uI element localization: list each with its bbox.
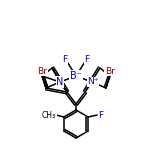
Text: Br: Br xyxy=(105,67,115,76)
Text: N⁺: N⁺ xyxy=(87,78,99,86)
Text: N: N xyxy=(56,77,64,87)
Text: CH₃: CH₃ xyxy=(42,111,56,119)
Text: F: F xyxy=(62,55,67,64)
Text: F: F xyxy=(98,111,104,119)
Text: B⁻: B⁻ xyxy=(70,71,82,81)
Text: Br: Br xyxy=(37,67,47,76)
Text: F: F xyxy=(85,55,90,64)
